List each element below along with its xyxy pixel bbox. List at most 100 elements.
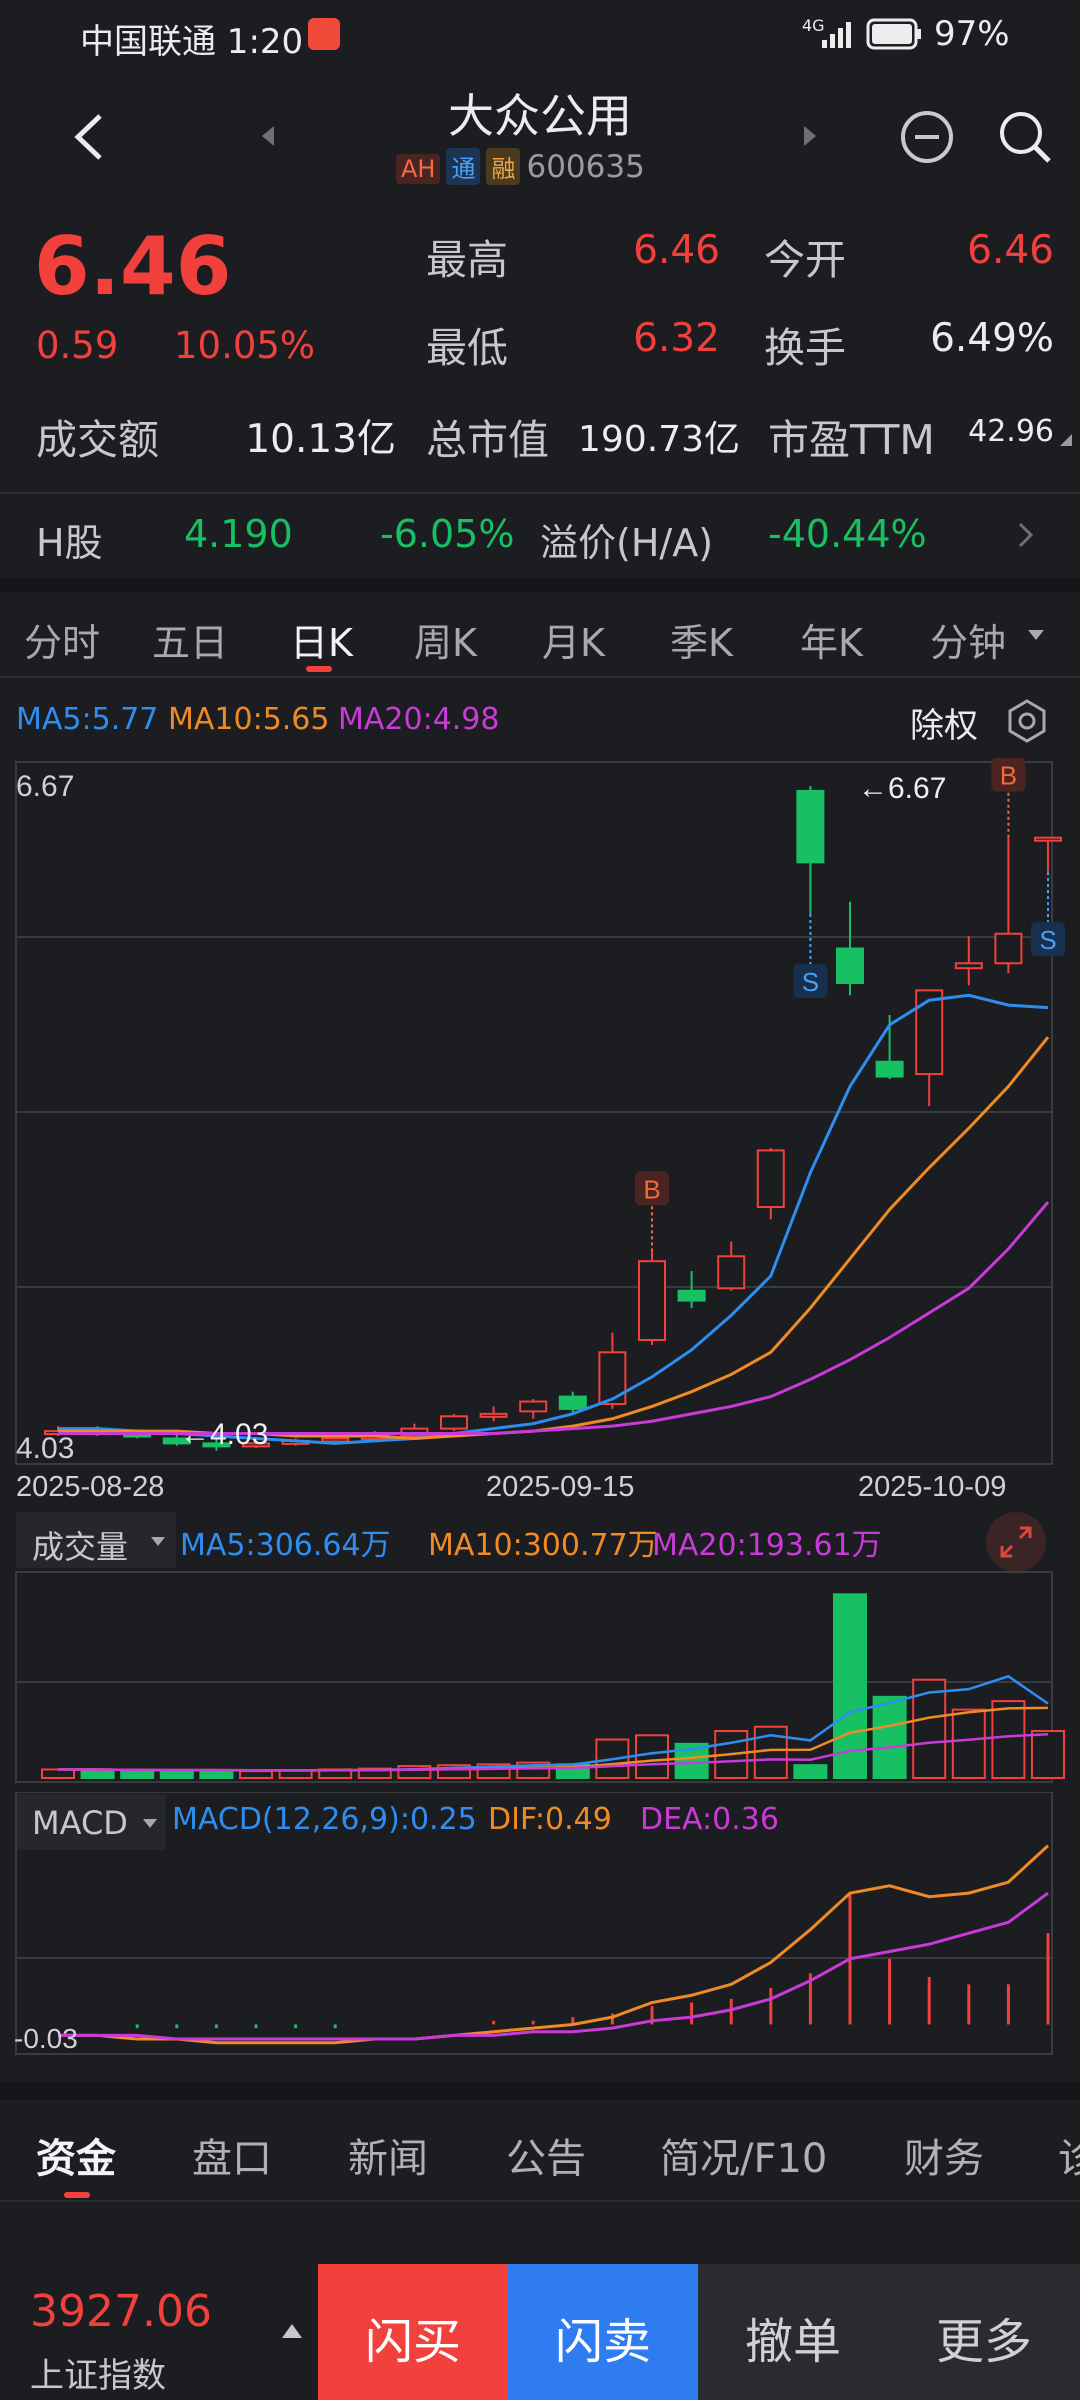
x-label-end: 2025-10-09 [858,1471,1006,1503]
signal-label: S [802,967,819,997]
tab-financials[interactable]: 财务 [904,2136,984,2182]
candle-body [242,1442,270,1448]
expand-up-icon [282,2324,302,2338]
max-price-marker: ←6.67 [858,772,946,805]
cancel-order-button[interactable]: 撤单 [698,2264,890,2400]
x-label-start: 2025-08-28 [16,1471,164,1503]
tab-profile-f10[interactable]: 简况/F10 [660,2136,828,2182]
flash-sell-button[interactable]: 闪卖 [508,2264,698,2400]
more-button[interactable]: 更多 [888,2264,1080,2400]
amount-value: 10.13亿 [245,417,396,462]
stock-header: 大众公用 AH 通融 600635 [0,72,1080,200]
volume-bar [120,1770,155,1779]
ma10-line [58,1036,1050,1440]
adjust-toggle[interactable]: 除权 [910,706,978,746]
volume-chart[interactable] [0,1570,1080,1786]
info-tab-indicator [64,2192,90,2198]
tab-announcements[interactable]: 公告 [506,2136,586,2182]
macd-lines [58,1844,1050,2045]
dif-line [58,1844,1050,2045]
candle-body [994,932,1023,965]
tab-yearly-k[interactable]: 年K [800,621,863,665]
remove-watchlist-icon[interactable] [898,108,956,166]
candle-body [440,1415,468,1430]
candle-body [638,1260,666,1341]
macd-label: MACD [32,1804,128,1842]
settings-gear-icon[interactable] [1004,698,1050,744]
network-icon: 4G [802,16,825,35]
battery-icon [866,18,921,50]
battery-level: 97% [934,14,1010,54]
kline-ma-lines [58,993,1050,1445]
fullscreen-button[interactable] [986,1512,1046,1572]
macd-params: MACD(12,26,9):0.25 [172,1802,477,1837]
amount-label: 成交额 [36,416,159,464]
price-change-pct: 10.05% [174,324,316,367]
tab-daily-k[interactable]: 日K [290,621,353,665]
expand-corner-icon[interactable] [1058,432,1074,448]
index-value: 3927.06 [30,2286,212,2337]
tab-diagnosis[interactable]: 诊 [1058,2136,1080,2182]
expand-icon [1000,1526,1032,1558]
carrier-time: 中国联通 1:20 [80,22,304,62]
open-label: 今开 [764,236,846,284]
candle-body [321,1437,350,1443]
macd-chart[interactable]: -0.03 [0,1792,1080,2062]
kline-gridlines [16,936,1052,1288]
tag-ah: AH [396,154,441,184]
period-tabs: 分时 五日 日K 周K 月K 季K 年K 分钟 [0,592,1080,678]
volume-bar [793,1764,828,1780]
tab-quarterly-k[interactable]: 季K [670,621,733,665]
volume-bar [951,1708,986,1780]
low-label: 最低 [426,324,508,372]
active-tab-indicator [306,666,332,672]
candle-body [954,962,983,970]
tab-minute[interactable]: 分钟 [930,621,1007,665]
last-price: 6.46 [34,220,232,313]
section-divider-2 [0,2082,1080,2100]
turnover-value: 6.49% [930,316,1054,361]
flash-buy-button[interactable]: 闪买 [318,2264,508,2400]
tab-five-day[interactable]: 五日 [152,621,229,665]
tab-monthly-k[interactable]: 月K [542,621,605,665]
signal-icon [822,22,851,48]
premium-label: 溢价(H/A) [540,521,714,565]
macd-dif: DIF:0.49 [488,1802,612,1837]
volume-bar [239,1770,273,1779]
volume-selector[interactable]: 成交量 [16,1512,176,1568]
tag-rong: 融 [486,148,521,185]
tag-tong: 通 [446,148,481,185]
quote-panel: 6.46 0.59 10.05% 最高 6.46 今开 6.46 最低 6.32… [0,200,1080,492]
tab-order-book[interactable]: 盘口 [192,2136,272,2182]
volume-bar [1031,1730,1065,1779]
candle-body [519,1400,548,1413]
ma-legend: MA5:5.77 MA10:5.65 MA20:4.98 除权 [0,692,1080,752]
kline-chart[interactable]: B S B S 6.67 4.03 ←6.67 ←4.03 2025-08-28 20… [0,756,1080,1506]
volume-ma-lines [58,1674,1049,1772]
volume-bar [991,1700,1026,1779]
tab-weekly-k[interactable]: 周K [414,621,477,665]
search-icon[interactable] [996,108,1054,166]
tab-funds[interactable]: 资金 [36,2136,116,2182]
macd-y-label: -0.03 [14,2023,78,2054]
back-icon[interactable] [70,110,110,164]
kline-candles [44,786,1062,1451]
vol-ma5: MA5:306.64万 [180,1528,391,1563]
next-stock-icon[interactable] [800,122,820,150]
price-change: 0.59 [36,324,119,367]
dropdown-arrow-icon[interactable] [1026,628,1046,642]
volume-bar [872,1695,907,1779]
ma5-line [58,993,1049,1445]
index-ticker[interactable]: 3927.06 上证指数 [0,2264,318,2400]
vol-ma20: MA20:193.61万 [652,1528,882,1563]
prev-stock-icon[interactable] [258,122,278,150]
tab-intraday[interactable]: 分时 [24,621,101,665]
h-share-row[interactable]: H股 4.190 -6.05% 溢价(H/A) -40.44% [0,492,1080,578]
macd-dropdown-icon [143,1819,157,1828]
h-share-label: H股 [36,521,103,565]
stock-tags: AH 通融 600635 [396,148,645,185]
tab-news[interactable]: 新闻 [348,2136,428,2182]
macd-selector[interactable]: MACD [16,1794,166,1850]
open-value: 6.46 [967,228,1054,273]
candle-body [796,789,825,864]
